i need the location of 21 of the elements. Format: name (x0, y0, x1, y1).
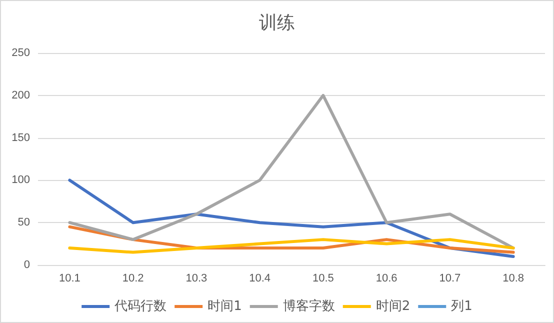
legend-label: 时间1 (208, 299, 242, 314)
y-tick-label: 50 (18, 216, 30, 229)
y-tick-label: 250 (12, 47, 30, 59)
x-tick-label: 10.3 (186, 272, 208, 284)
legend-label: 列1 (451, 299, 472, 314)
y-tick-label: 0 (24, 259, 30, 271)
y-tick-label: 100 (12, 174, 30, 186)
legend-label: 时间2 (376, 299, 410, 314)
x-tick-label: 10.5 (312, 272, 334, 284)
line-series (68, 238, 515, 254)
x-tick-label: 10.1 (58, 272, 80, 284)
x-tick-label: 10.6 (376, 272, 398, 284)
x-tick-label: 10.2 (122, 272, 144, 284)
y-tick-label: 150 (12, 132, 30, 144)
x-tick-label: 10.4 (249, 272, 271, 284)
x-tick-label: 10.8 (502, 272, 524, 284)
legend-label: 博客字数 (282, 298, 335, 314)
chart-title: 训练 (259, 12, 295, 34)
y-tick-label: 200 (12, 89, 30, 102)
x-tick-label: 10.7 (439, 272, 461, 284)
legend-label: 代码行数 (114, 299, 167, 314)
